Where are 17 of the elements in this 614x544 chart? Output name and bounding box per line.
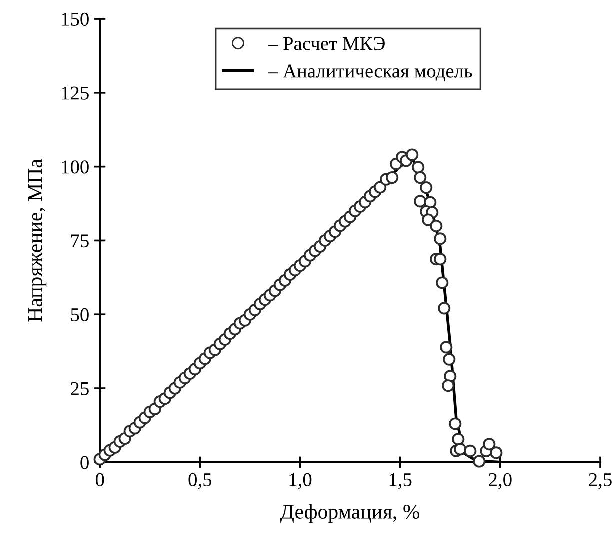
x-tick-label: 0 bbox=[96, 473, 104, 486]
x-tick-label: 1,0 bbox=[290, 473, 312, 490]
y-tick-label: 0 bbox=[80, 456, 89, 470]
y-tick-label: 75 bbox=[72, 234, 89, 248]
y-tick-label: 50 bbox=[71, 308, 89, 322]
x-tick-label: 2,5 bbox=[589, 473, 612, 490]
x-axis-title: Деформация, % bbox=[280, 504, 420, 524]
y-tick-label: 125 bbox=[62, 86, 89, 100]
x-tick-label: 0,5 bbox=[188, 473, 212, 490]
x-tick-label: 2,0 bbox=[489, 473, 512, 490]
legend-label: – Расчет МКЭ bbox=[268, 37, 385, 50]
y-tick-label: 150 bbox=[62, 12, 89, 26]
x-tick-label: 1,5 bbox=[390, 473, 412, 490]
y-axis-title: Напряжение, МПа bbox=[28, 159, 47, 322]
y-tick-label: 100 bbox=[62, 160, 89, 174]
y-tick-label: 25 bbox=[71, 382, 89, 396]
legend-label: – Аналитическая модель bbox=[268, 64, 472, 82]
